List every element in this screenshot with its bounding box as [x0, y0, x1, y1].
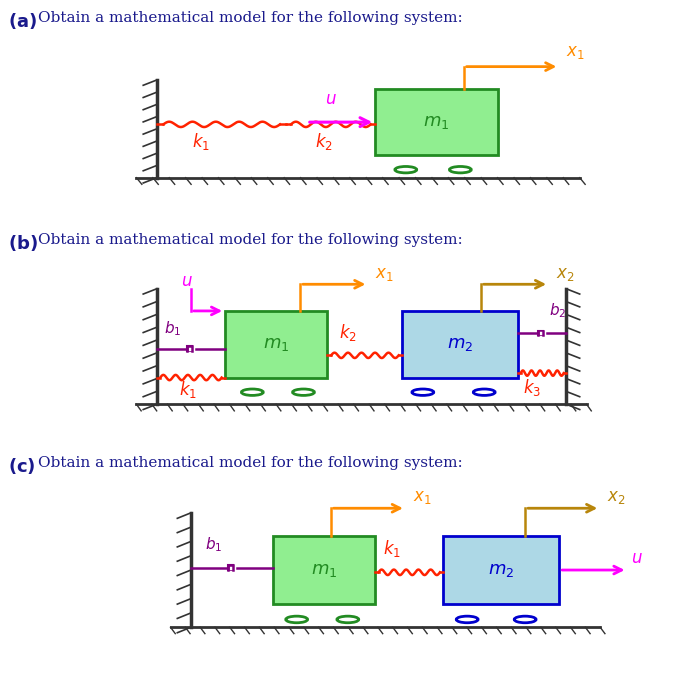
Ellipse shape [412, 389, 434, 396]
Bar [538, 331, 544, 335]
Text: $k_1$: $k_1$ [179, 380, 196, 400]
Text: $u$: $u$ [181, 273, 192, 291]
Text: $u$: $u$ [325, 92, 337, 108]
Text: $m_1$: $m_1$ [424, 113, 449, 131]
Bar [375, 89, 498, 155]
Text: $m_2$: $m_2$ [447, 335, 473, 353]
Text: $k_2$: $k_2$ [315, 131, 333, 151]
Text: $k_2$: $k_2$ [339, 322, 357, 343]
Text: $x_2$: $x_2$ [556, 266, 574, 283]
Bar [228, 565, 233, 570]
Ellipse shape [473, 389, 495, 396]
Text: $x_1$: $x_1$ [413, 489, 431, 506]
Bar [187, 347, 192, 351]
Ellipse shape [241, 389, 263, 396]
Text: $m_2$: $m_2$ [488, 561, 514, 579]
Text: $u$: $u$ [631, 550, 642, 567]
Text: $x_1$: $x_1$ [566, 44, 584, 61]
Text: $k_1$: $k_1$ [192, 131, 210, 151]
Text: $b_1$: $b_1$ [205, 536, 222, 554]
Text: $b_2$: $b_2$ [549, 302, 566, 320]
Text: $m_1$: $m_1$ [311, 561, 337, 579]
Text: $\mathbf{(c)}$: $\mathbf{(c)}$ [8, 456, 36, 476]
Ellipse shape [514, 616, 536, 623]
Text: Obtain a mathematical model for the following system:: Obtain a mathematical model for the foll… [38, 233, 462, 247]
Text: $\mathbf{(b)}$: $\mathbf{(b)}$ [8, 233, 38, 253]
Text: $m_1$: $m_1$ [263, 335, 289, 353]
Bar [225, 311, 327, 378]
Text: $x_1$: $x_1$ [375, 266, 394, 283]
Ellipse shape [395, 166, 417, 173]
Ellipse shape [293, 389, 314, 396]
Text: $\mathbf{(a)}$: $\mathbf{(a)}$ [8, 11, 38, 31]
Ellipse shape [337, 616, 359, 623]
Bar [402, 311, 518, 378]
Bar [273, 536, 375, 604]
Text: $b_1$: $b_1$ [164, 319, 181, 338]
Ellipse shape [456, 616, 478, 623]
Ellipse shape [286, 616, 308, 623]
Text: $k_3$: $k_3$ [523, 377, 541, 398]
Text: Obtain a mathematical model for the following system:: Obtain a mathematical model for the foll… [38, 11, 462, 25]
Text: $k_1$: $k_1$ [383, 538, 401, 559]
Text: Obtain a mathematical model for the following system:: Obtain a mathematical model for the foll… [38, 456, 462, 470]
Bar [443, 536, 559, 604]
Text: $x_2$: $x_2$ [607, 489, 625, 506]
Ellipse shape [449, 166, 471, 173]
